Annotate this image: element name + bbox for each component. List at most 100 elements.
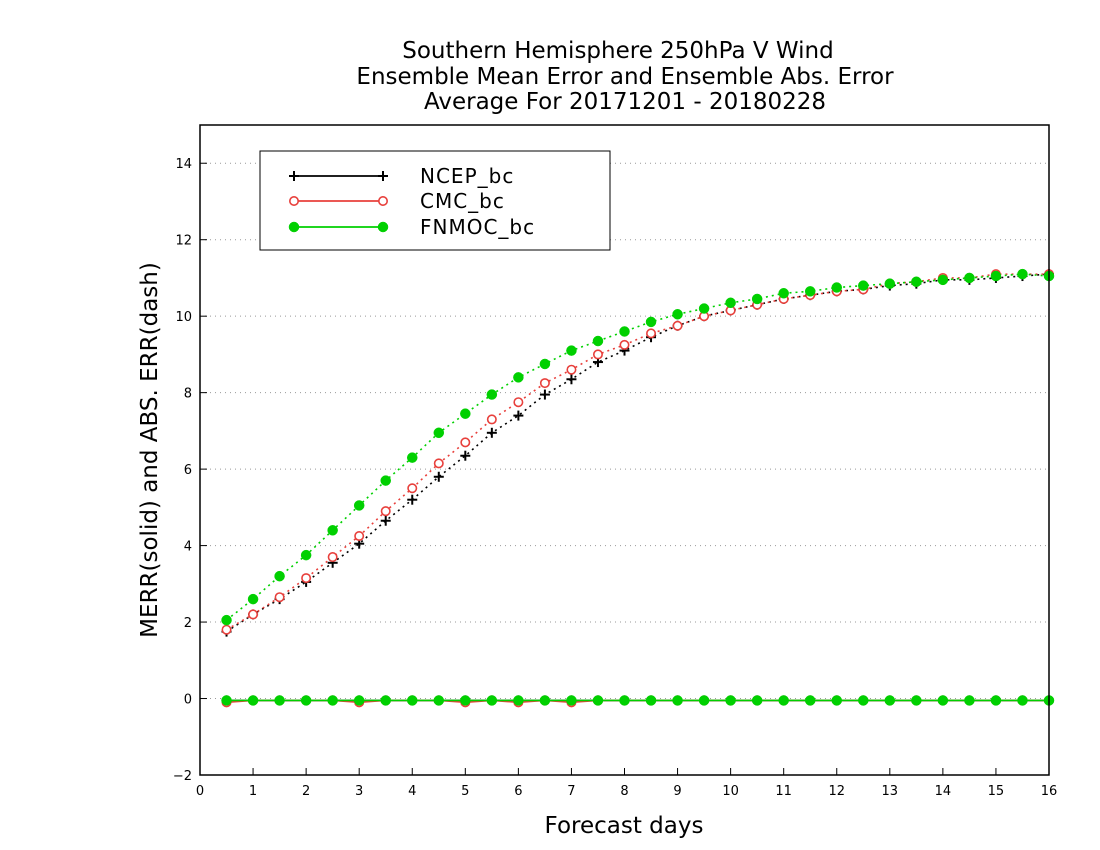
x-tick-label: 12 [828,784,845,799]
abs-err-point [592,349,603,360]
abs-err-point [1017,268,1028,280]
mean-err-point [566,695,577,706]
x-tick-label: 10 [722,784,739,799]
mean-err-point [804,695,816,706]
abs-err-point [300,549,312,561]
mean-err-point [353,695,365,706]
abs-err-point [513,372,524,383]
legend-label: FNMOC_bc [420,215,535,239]
mean-err-point [884,695,896,706]
x-tick-label: 9 [673,784,681,799]
y-axis-label: MERR(solid) and ABS. ERR(dash) [137,262,163,638]
mean-err-point [1017,695,1028,706]
y-tick-label: 6 [184,463,192,478]
chart-title-line-2: Ensemble Mean Error and Ensemble Abs. Er… [356,64,894,90]
abs-err-point [698,303,710,314]
abs-err-point [646,328,657,339]
abs-err-point [380,475,391,486]
x-tick-label: 2 [302,784,310,799]
abs-err-point [937,274,949,286]
mean-err-point [990,695,1002,706]
abs-err-line [226,273,1050,621]
chart-title-line-3: Average For 20171201 - 20180228 [424,89,826,115]
abs-err-point [884,278,896,289]
abs-err-point [619,326,630,337]
x-tick-label: 3 [355,784,363,799]
mean-err-point [274,695,285,706]
abs-err-point [327,525,338,536]
x-tick-label: 13 [882,784,899,799]
abs-err-point [486,427,497,438]
abs-err-point [407,452,418,463]
mean-err-point [513,695,524,706]
mean-err-point [937,695,949,706]
abs-err-point [486,414,497,425]
mean-err-point [380,695,391,706]
abs-err-point [990,270,1002,282]
mean-err-point [460,695,471,706]
y-tick-label: 14 [175,157,192,172]
y-tick-label: 12 [175,234,192,249]
legend-item: NCEP_bc [289,164,514,188]
mean-err-point [672,695,683,706]
x-tick-label: 8 [620,784,628,799]
legend-marker [377,196,388,207]
mean-err-point [407,695,418,706]
chart-title-line-1: Southern Hemisphere 250hPa V Wind [402,38,833,64]
abs-err-point [221,624,232,635]
legend-label: NCEP_bc [420,164,514,188]
abs-err-point [460,437,471,448]
x-tick-label: 6 [514,784,522,799]
mean-err-point [433,695,445,706]
mean-err-point [964,695,975,706]
mean-err-point [911,695,922,706]
y-tick-label: 0 [184,693,192,708]
abs-err-point [566,364,577,375]
mean-err-point [486,695,498,706]
x-axis: 0 1 2 3 4 5 6 7 8 9 10 11 12 13 14 15 16 [196,768,1057,799]
mean-err-point [539,695,551,706]
x-tick-label: 5 [461,784,469,799]
abs-err-point [247,593,259,605]
x-tick-label: 7 [567,784,575,799]
abs-err-point [433,471,444,482]
abs-err-point [407,483,418,494]
abs-err-point [858,280,869,291]
y-tick-label: −2 [173,769,192,784]
abs-err-point [725,297,736,309]
abs-err-point [831,282,842,293]
abs-err-point [248,609,259,620]
abs-err-point [380,506,391,517]
x-tick-label: 4 [408,784,416,799]
x-tick-label: 14 [935,784,952,799]
mean-err-point [327,695,338,706]
y-tick-label: 2 [184,616,192,631]
series-layer [221,268,1055,708]
legend-label: CMC_bc [420,189,505,213]
mean-err-point [858,695,869,706]
series-FNMOC_bc [221,268,1055,706]
mean-err-point [698,695,710,706]
abs-err-point [301,573,312,584]
mean-err-point [778,695,789,706]
mean-err-point [247,695,259,706]
abs-err-point [407,494,418,505]
x-tick-label: 16 [1041,784,1058,799]
abs-err-point [274,570,285,582]
abs-err-point [221,614,232,626]
abs-err-point [486,389,498,400]
mean-err-point [645,695,657,706]
legend-marker [288,221,300,233]
abs-err-point [433,427,445,439]
mean-err-point [592,695,604,706]
abs-err-point [274,592,285,603]
abs-err-point [513,410,524,421]
abs-err-point [460,408,471,419]
abs-err-point [539,378,550,389]
abs-err-point [460,450,471,461]
abs-err-point [566,345,577,356]
legend-item: FNMOC_bc [288,215,535,239]
